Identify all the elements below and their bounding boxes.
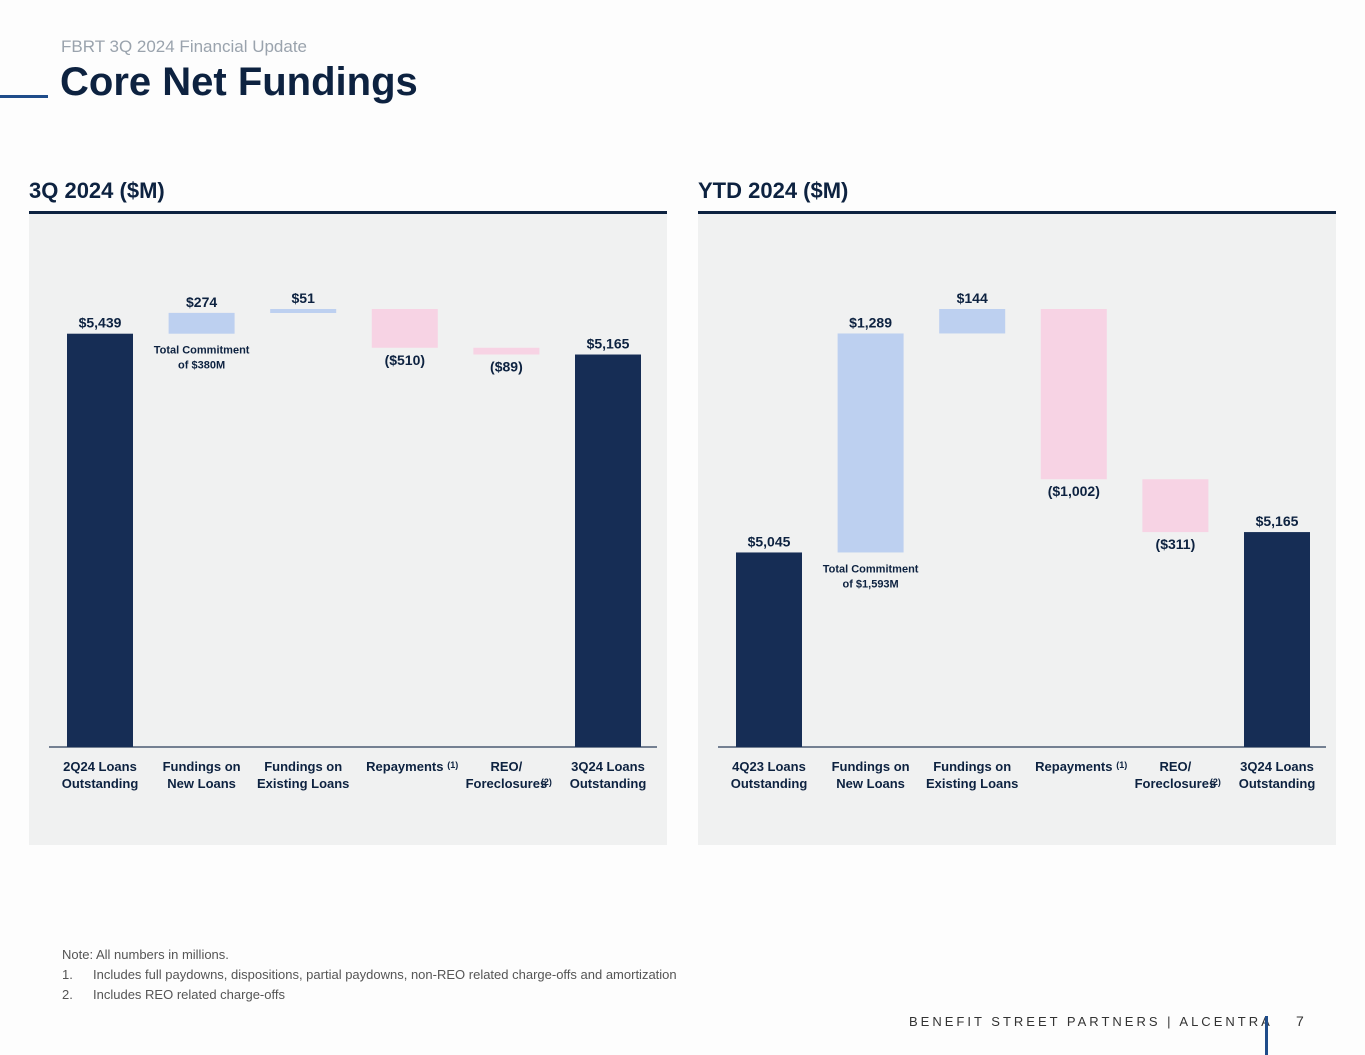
footnote-text: Includes full paydowns, dispositions, pa…	[93, 967, 677, 982]
waterfall-bar	[270, 309, 337, 313]
value-label: $5,439	[79, 315, 122, 331]
category-label: REO/	[1160, 759, 1192, 774]
chart-ytd-panel	[698, 214, 1336, 845]
chart-ytd-title: YTD 2024 ($M)	[698, 178, 849, 203]
category-label: Outstanding	[1239, 776, 1316, 791]
annotation-text: of $380M	[178, 360, 225, 372]
category-label: New Loans	[167, 776, 236, 791]
annotation-text: of $1,593M	[842, 578, 898, 590]
waterfall-bar	[67, 333, 133, 747]
waterfall-bar	[939, 309, 1006, 334]
waterfall-bar	[473, 347, 540, 355]
category-label: Repayments	[366, 759, 443, 774]
waterfall-bar	[168, 312, 235, 334]
value-label: $5,165	[1256, 513, 1299, 529]
category-footnote-marker: (2)	[541, 777, 552, 787]
category-label: Repayments	[1035, 759, 1112, 774]
category-label: Existing Loans	[926, 776, 1018, 791]
value-label: $144	[957, 290, 988, 306]
waterfall-bar	[1244, 532, 1310, 747]
category-footnote-marker: (1)	[447, 760, 458, 770]
footnote-2: 2. Includes REO related charge-offs	[62, 985, 677, 1005]
chart-3q-title-rule	[29, 211, 667, 214]
category-label: Fundings on	[832, 759, 910, 774]
category-label: Outstanding	[731, 776, 808, 791]
value-label: $1,289	[849, 314, 892, 330]
category-footnote-marker: (2)	[1210, 777, 1221, 787]
category-label: 3Q24 Loans	[571, 759, 645, 774]
chart-3q-panel	[29, 214, 667, 845]
category-label: New Loans	[836, 776, 905, 791]
category-label: Fundings on	[163, 759, 241, 774]
value-label: $5,045	[748, 533, 791, 549]
page-number: 7	[1296, 1013, 1304, 1029]
value-label: ($89)	[490, 359, 523, 375]
value-label: ($311)	[1156, 536, 1196, 552]
waterfall-bar	[1040, 309, 1107, 480]
chart-3q-waterfall: $5,439 2Q24 Loans Outstanding $274 Fundings …	[49, 290, 657, 791]
annotation-text: Total Commitment	[154, 345, 250, 357]
waterfall-bar	[1142, 479, 1209, 533]
annotation-text: Total Commitment	[823, 563, 919, 575]
footnote-intro: Note: All numbers in millions.	[62, 947, 229, 962]
waterfall-bar	[371, 309, 438, 348]
chart-ytd-waterfall: $5,045 4Q23 Loans Outstanding $1,289 Funding…	[718, 290, 1326, 791]
value-label: $5,165	[587, 336, 630, 352]
category-label: 4Q23 Loans	[732, 759, 806, 774]
value-label: $274	[186, 294, 217, 310]
footnote-number: 1.	[62, 967, 73, 982]
value-label: ($510)	[385, 352, 425, 368]
page-title: Core Net Fundings	[60, 60, 418, 104]
category-label: Foreclosures	[466, 776, 548, 791]
category-label: Outstanding	[62, 776, 139, 791]
page-supertitle: FBRT 3Q 2024 Financial Update	[61, 37, 308, 56]
category-footnote-marker: (1)	[1116, 760, 1127, 770]
category-label: 2Q24 Loans	[63, 759, 137, 774]
waterfall-bar	[837, 333, 904, 553]
waterfall-bar	[575, 354, 641, 747]
footer-brand: BENEFIT STREET PARTNERS | ALCENTRA	[909, 1014, 1273, 1029]
chart-3q-title: 3Q 2024 ($M)	[29, 178, 165, 203]
title-accent-line	[0, 95, 48, 98]
footnotes: Note: All numbers in millions. 1. Includ…	[62, 945, 677, 1005]
category-label: REO/	[491, 759, 523, 774]
category-label: 3Q24 Loans	[1240, 759, 1314, 774]
chart-ytd-title-rule	[698, 211, 1336, 214]
value-label: $51	[292, 290, 316, 306]
category-label: Existing Loans	[257, 776, 349, 791]
category-label: Fundings on	[264, 759, 342, 774]
footnote-1: 1. Includes full paydowns, dispositions,…	[62, 965, 677, 985]
waterfall-bar	[736, 552, 802, 747]
value-label: ($1,002)	[1048, 483, 1100, 499]
footnote-text: Includes REO related charge-offs	[93, 987, 285, 1002]
category-label: Outstanding	[570, 776, 647, 791]
category-label: Foreclosures	[1135, 776, 1217, 791]
footer-separator	[1265, 1016, 1268, 1055]
category-label: Fundings on	[933, 759, 1011, 774]
footnote-number: 2.	[62, 987, 73, 1002]
